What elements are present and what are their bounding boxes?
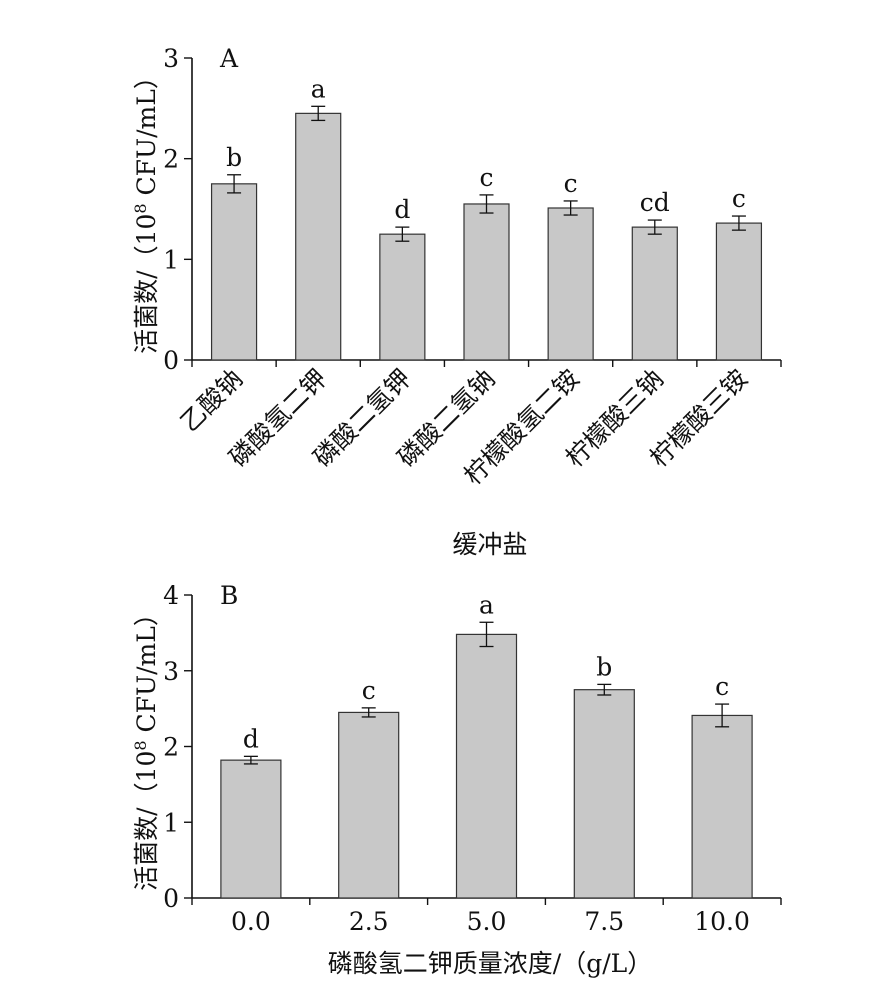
panel-b-y-tick-label: 1: [163, 808, 179, 837]
panel-b-bar: [338, 711, 400, 899]
panel-b-x-tick-label: 2.5: [349, 907, 389, 936]
panel-a-significance-label: c: [732, 184, 746, 213]
panel-b-significance-label: a: [479, 590, 494, 619]
panel-b-bar: [573, 689, 635, 899]
panel-a-significance-label: b: [226, 143, 242, 172]
panel-a-bar: [210, 183, 258, 361]
panel-b-x-axis-label: 磷酸氢二钾质量浓度/（g/L）: [328, 949, 652, 978]
panel-a-significance-label: cd: [640, 188, 670, 217]
panel-b-x-tick-label: 7.5: [584, 907, 624, 936]
panel-a-bar: [379, 233, 426, 361]
panel-b-y-tick-label: 4: [163, 581, 179, 610]
panel-a-y-tick-label: 1: [163, 245, 179, 274]
panel-b-significance-label: b: [596, 652, 612, 681]
panel-a-y-tick-label: 0: [163, 346, 179, 375]
panel-b-x-tick-label: 5.0: [467, 907, 507, 936]
panel-b-bar: [455, 633, 518, 899]
panel-b-significance-label: c: [715, 672, 729, 701]
panel-a-significance-label: c: [479, 163, 493, 192]
panel-b-bar: [691, 714, 753, 899]
panel-a-bar: [547, 207, 594, 361]
panel-b-significance-label: d: [243, 724, 259, 753]
panel-a-y-tick-label: 3: [163, 44, 179, 73]
panel-a-significance-label: d: [394, 195, 410, 224]
panel-b-x-tick-label: 10.0: [694, 907, 750, 936]
panel-b-y-tick-label: 3: [163, 657, 179, 686]
panel-b-y-tick-label: 2: [163, 733, 179, 762]
panel-a-x-axis-label: 缓冲盐: [452, 530, 527, 559]
panel-a-y-axis-label: 活菌数/（108 CFU/mL）: [131, 64, 161, 354]
panel-a-bar: [295, 112, 342, 361]
panel-b-y-axis-label: 活菌数/（108 CFU/mL）: [131, 601, 161, 891]
panel-a-bar: [715, 222, 763, 361]
panel-b-x-tick-label: 0.0: [231, 907, 271, 936]
panel-b-panel-label: B: [220, 581, 238, 610]
panel-a-panel-label: A: [219, 44, 239, 73]
panel-a-significance-label: a: [311, 74, 326, 103]
panel-a-significance-label: c: [564, 169, 578, 198]
panel-a-y-tick-label: 2: [163, 145, 179, 174]
panel-b-significance-label: c: [362, 676, 376, 705]
panel-b-y-tick-label: 0: [163, 884, 179, 913]
panel-b-bar: [220, 759, 282, 899]
panel-a-x-tick-label: 乙酸钠: [175, 364, 249, 438]
panel-a-bar: [631, 226, 678, 361]
panel-a-bar: [463, 203, 510, 361]
